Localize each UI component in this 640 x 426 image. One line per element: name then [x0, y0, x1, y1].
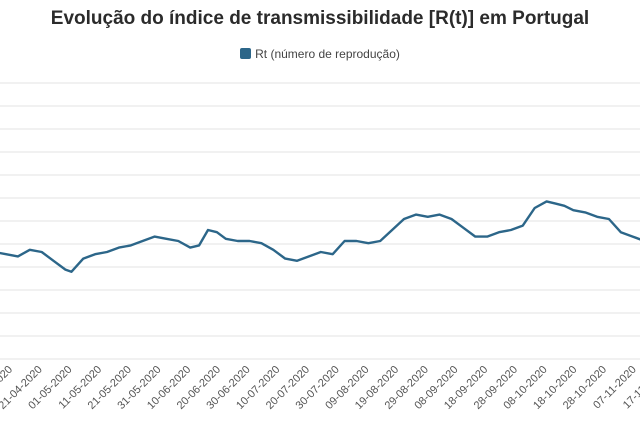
legend-label: Rt (número de reprodução)	[255, 47, 400, 61]
chart-title: Evolução do índice de transmissibilidade…	[50, 8, 590, 29]
series-line-group	[0, 200, 640, 273]
legend[interactable]: Rt (número de reprodução)	[0, 47, 640, 61]
series-line-rt[interactable]	[0, 200, 640, 273]
legend-swatch	[240, 48, 252, 59]
gridlines	[0, 82, 640, 360]
x-axis-ticks: 11-04-202021-04-202001-05-202011-05-2020…	[0, 364, 640, 412]
